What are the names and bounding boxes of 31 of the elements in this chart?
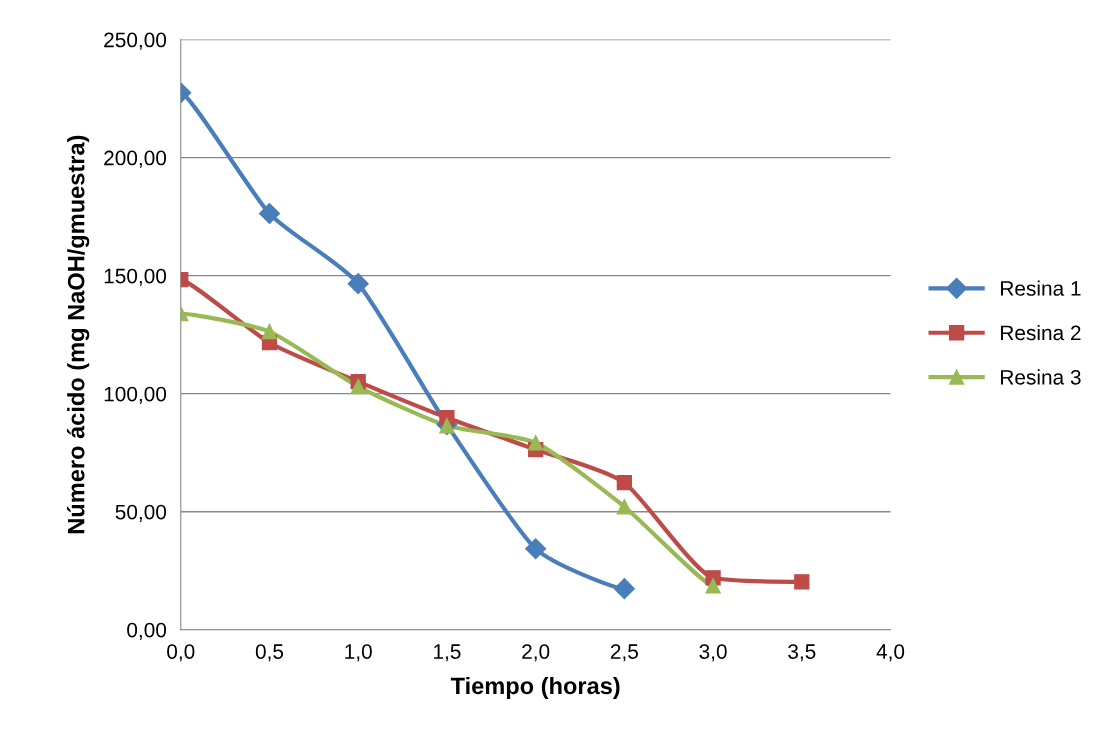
point [350, 378, 366, 395]
point [347, 273, 369, 295]
y-tick-label: 0,00 [127, 622, 167, 640]
x-tick-label: 1,5 [434, 644, 461, 662]
x-tick-label: 3,5 [788, 644, 816, 662]
x-axis-title: Tiempo (horas) [450, 676, 620, 699]
x-tick-label: 2,5 [610, 644, 638, 662]
y-tick-label: 100,00 [104, 386, 167, 404]
y-tick-label: 200,00 [104, 150, 167, 168]
point [616, 475, 633, 491]
point [261, 323, 278, 340]
x-tick-label: 1,0 [345, 644, 372, 662]
legend-label: Resina 3 [1001, 369, 1081, 385]
point [794, 574, 810, 590]
x-tick-label: 0,0 [167, 644, 195, 662]
y-tick-label: 50,00 [115, 504, 167, 522]
y-tick-label: 250,00 [104, 32, 167, 50]
x-tick-label: 3,0 [699, 644, 727, 662]
legend-label: Resina 2 [1001, 324, 1081, 341]
point [258, 203, 281, 225]
x-tick-label: 0,5 [255, 644, 284, 662]
x-tick-label: 2,0 [522, 644, 550, 662]
point [528, 435, 544, 451]
y-axis-title: Número ácido (mg NaOH/gmuestra) [66, 135, 90, 534]
x-tick-label: 4,0 [876, 644, 905, 662]
point [616, 499, 633, 515]
point [613, 578, 635, 600]
legend-label: Resina 1 [1001, 280, 1081, 296]
point [705, 578, 721, 594]
y-tick-label: 150,00 [104, 268, 167, 286]
point [525, 538, 547, 560]
